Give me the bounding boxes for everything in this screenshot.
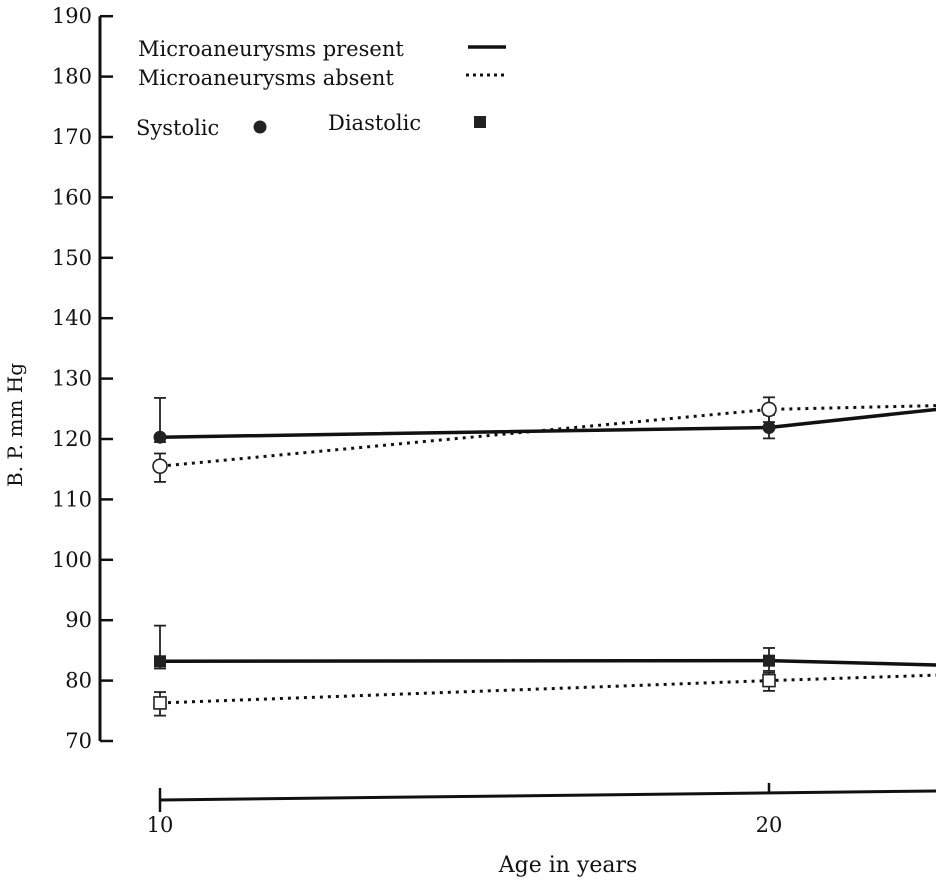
legend: Microaneurysms present Microaneurysms ab… (136, 37, 506, 140)
data-point (154, 655, 166, 668)
y-axis: 70 80 90 100 110 120 130 140 150 160 170 180 190 (52, 4, 113, 753)
legend-systolic-marker (253, 120, 267, 134)
y-tick-label: 110 (52, 487, 92, 511)
series-systolic-absent (152, 396, 936, 483)
data-point (152, 458, 168, 474)
legend-diastolic-marker (474, 116, 486, 128)
x-axis: 10203040506070 (147, 782, 936, 837)
x-axis-label: Age in years (498, 853, 638, 878)
y-tick-label: 80 (65, 669, 92, 693)
data-point (762, 673, 776, 688)
series-line (159, 407, 936, 439)
data-point (153, 430, 167, 444)
data-point (761, 401, 777, 418)
y-tick-label: 190 (52, 4, 92, 28)
x-tick-label: 10 (147, 813, 174, 837)
series-systolic-present (153, 397, 936, 444)
series-line (159, 673, 936, 705)
legend-diastolic-label: Diastolic (328, 111, 421, 135)
series-line (159, 658, 936, 667)
y-tick-label: 150 (52, 246, 92, 270)
y-tick-label: 90 (65, 608, 92, 632)
data-point (763, 654, 775, 667)
y-tick-label: 140 (52, 306, 92, 330)
y-tick-label: 170 (52, 125, 92, 149)
legend-absent-label: Microaneurysms absent (138, 66, 394, 90)
plot-area (152, 396, 936, 717)
series-line (159, 404, 936, 468)
data-point (762, 421, 776, 435)
x-axis-line (159, 789, 936, 802)
y-tick-label: 130 (52, 367, 92, 391)
y-tick-label: 100 (52, 548, 92, 572)
y-tick-label: 160 (52, 185, 92, 209)
y-tick-label: 180 (52, 65, 92, 89)
y-axis-label: B. P. mm Hg (3, 363, 27, 487)
legend-systolic-label: Systolic (136, 116, 219, 140)
series-diastolic-present (154, 624, 936, 672)
data-point (153, 696, 167, 710)
y-tick-label: 70 (65, 729, 92, 753)
y-tick-label: 120 (52, 427, 92, 451)
x-tick-label: 20 (756, 813, 783, 837)
legend-present-label: Microaneurysms present (138, 37, 404, 61)
series-diastolic-absent (153, 671, 936, 717)
